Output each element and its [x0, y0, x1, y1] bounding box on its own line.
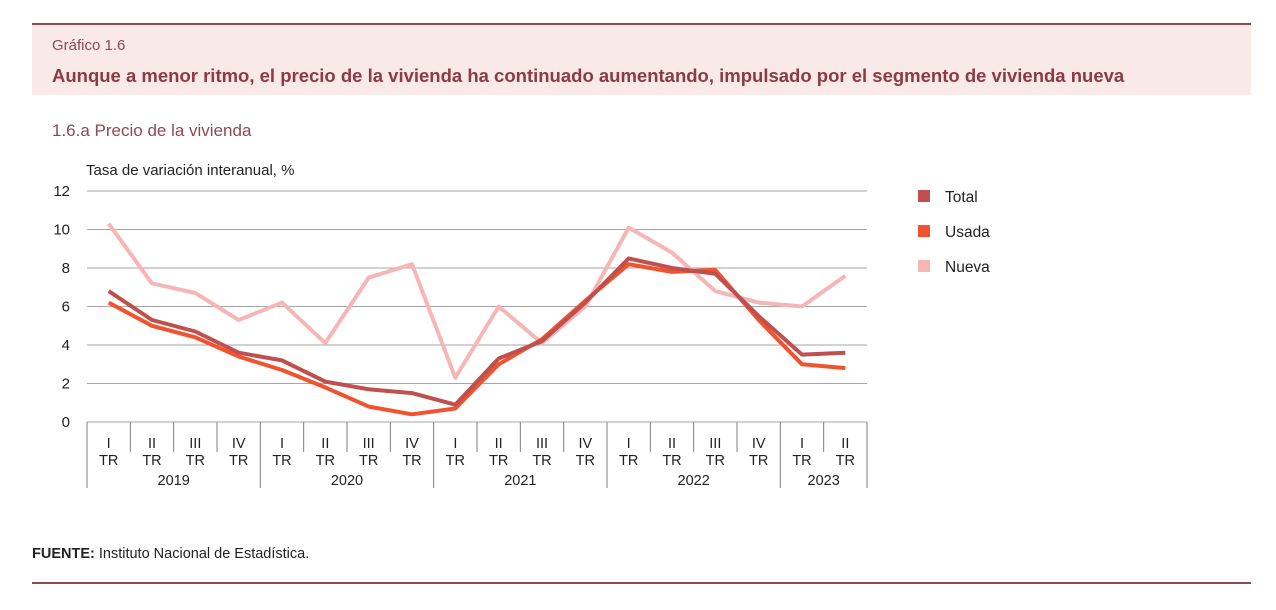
x-tick-year: 2019 — [158, 473, 190, 489]
source-label: FUENTE: — [32, 546, 95, 562]
y-tick-label: 6 — [62, 299, 70, 316]
x-tick-suffix: TR — [576, 453, 595, 469]
legend-swatch-total — [918, 190, 930, 202]
x-tick-suffix: TR — [619, 453, 638, 469]
series-line-total — [107, 256, 846, 407]
x-tick-quarter: I — [280, 436, 284, 452]
y-tick-label: 12 — [53, 183, 70, 200]
x-tick-suffix: TR — [749, 453, 768, 469]
y-tick-label: 0 — [62, 414, 70, 431]
x-tick-quarter: III — [709, 436, 721, 452]
y-tick-label: 2 — [62, 376, 70, 393]
y-axis-ticks: 0 2 4 6 8 10 12 — [53, 183, 70, 431]
x-tick-suffix: TR — [792, 453, 811, 469]
y-axis-label: Tasa de variación interanual, % — [86, 162, 295, 179]
figure-header: Gráfico 1.6 Aunque a menor ritmo, el pre… — [32, 25, 1251, 95]
x-tick-suffix: TR — [99, 453, 118, 469]
x-tick-suffix: TR — [186, 453, 205, 469]
legend: Total Usada Nueva — [918, 189, 990, 276]
series-lines — [107, 222, 847, 417]
x-tick-suffix: TR — [662, 453, 681, 469]
source-note: FUENTE: Instituto Nacional de Estadístic… — [32, 546, 309, 562]
x-tick-quarter: III — [363, 436, 375, 452]
x-tick-year: 2023 — [808, 473, 840, 489]
y-tick-label: 4 — [62, 337, 70, 354]
x-tick-quarter: II — [148, 436, 156, 452]
legend-label-total: Total — [945, 189, 978, 206]
x-tick-year: 2022 — [678, 473, 710, 489]
y-tick-label: 8 — [62, 260, 70, 277]
legend-label-nueva: Nueva — [945, 259, 990, 276]
x-tick-suffix: TR — [142, 453, 161, 469]
source-text: Instituto Nacional de Estadística. — [98, 546, 310, 562]
x-tick-suffix: TR — [836, 453, 855, 469]
x-tick-suffix: TR — [229, 453, 248, 469]
x-tick-year: 2020 — [331, 473, 363, 489]
x-axis: ITRIITRIIITRIVTRITRIITRIIITRIVTRITRIITRI… — [86, 422, 868, 489]
x-tick-quarter: I — [627, 436, 631, 452]
legend-label-usada: Usada — [945, 224, 990, 241]
x-tick-suffix: TR — [359, 453, 378, 469]
x-tick-suffix: TR — [272, 453, 291, 469]
x-tick-suffix: TR — [316, 453, 335, 469]
x-tick-quarter: II — [321, 436, 329, 452]
x-tick-quarter: I — [800, 436, 804, 452]
series-line-nueva — [107, 222, 847, 380]
x-tick-suffix: TR — [489, 453, 508, 469]
x-tick-suffix: TR — [446, 453, 465, 469]
y-tick-label: 10 — [53, 222, 70, 239]
x-tick-quarter: IV — [578, 436, 592, 452]
legend-swatch-usada — [918, 225, 930, 237]
bottom-rule — [32, 582, 1251, 584]
x-tick-quarter: IV — [752, 436, 766, 452]
x-tick-quarter: I — [107, 436, 111, 452]
figure-number: Gráfico 1.6 — [52, 37, 126, 54]
x-tick-suffix: TR — [706, 453, 725, 469]
legend-swatch-nueva — [918, 260, 930, 272]
x-tick-quarter: II — [841, 436, 849, 452]
x-tick-quarter: III — [536, 436, 548, 452]
x-tick-year: 2021 — [504, 473, 536, 489]
x-tick-quarter: IV — [405, 436, 419, 452]
x-tick-quarter: II — [495, 436, 503, 452]
x-tick-suffix: TR — [402, 453, 421, 469]
figure-title: Aunque a menor ritmo, el precio de la vi… — [52, 65, 1125, 86]
x-tick-quarter: I — [453, 436, 457, 452]
top-rule — [32, 23, 1251, 25]
x-tick-suffix: TR — [532, 453, 551, 469]
x-tick-quarter: IV — [232, 436, 246, 452]
x-tick-quarter: III — [189, 436, 201, 452]
x-tick-quarter: II — [668, 436, 676, 452]
chart-subtitle: 1.6.a Precio de la vivienda — [52, 121, 252, 140]
